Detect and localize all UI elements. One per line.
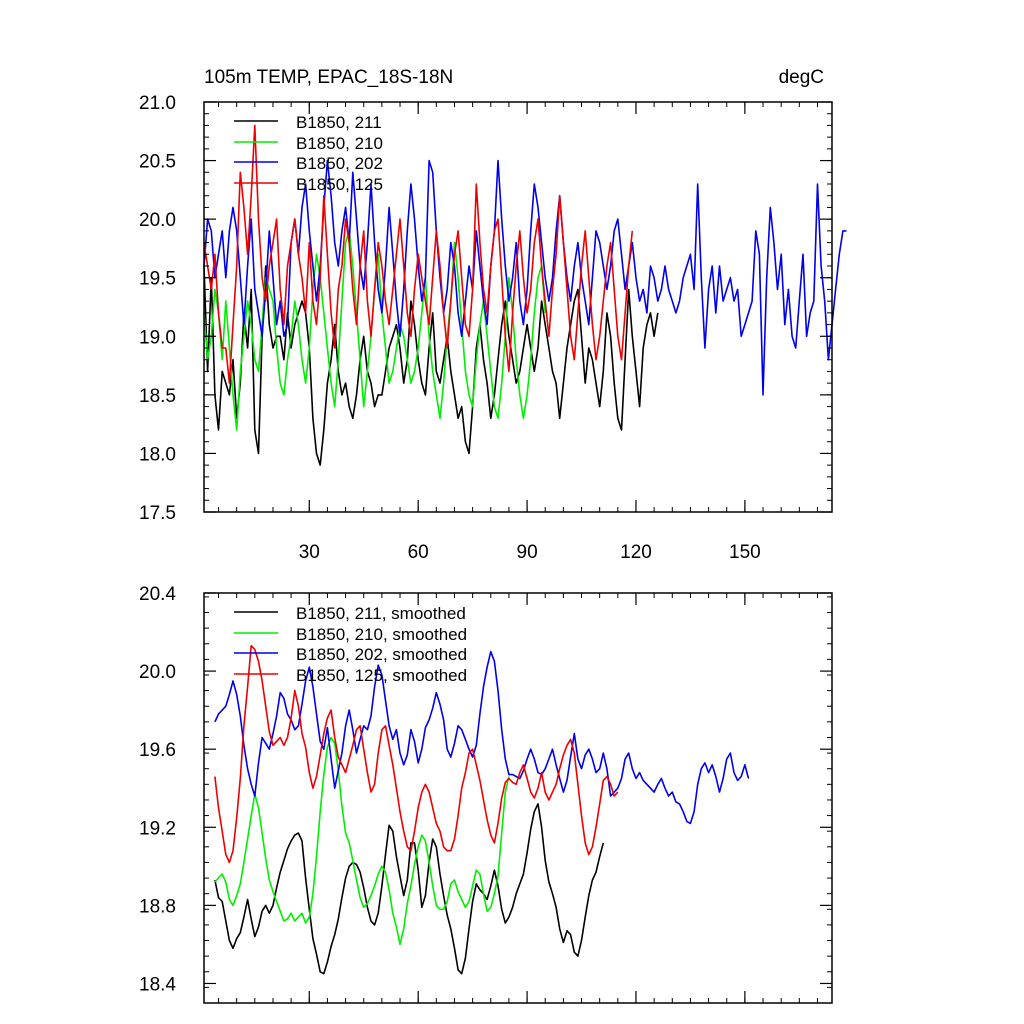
y-tick-label: 19.5 [139, 269, 176, 290]
legend-label-210-smoothed: B1850, 210, smoothed [296, 625, 467, 644]
y-tick-label: 20.5 [139, 152, 176, 173]
y-tick-label: 19.6 [139, 740, 176, 761]
series-group [203, 124, 847, 466]
legend-label-202-smoothed: B1850, 202, smoothed [296, 645, 467, 664]
legend: B1850, 211 B1850, 210 B1850, 202 B1850, … [296, 113, 383, 194]
series-line-b1850-210 [203, 230, 546, 431]
series-line-b1850-211-smoothed [214, 803, 605, 975]
legend-label-202: B1850, 202 [296, 154, 383, 173]
legend-label-125-smoothed: B1850, 125, smoothed [296, 666, 467, 685]
series-line-b1850-202-smoothed [214, 650, 750, 825]
y-tick-label: 20.4 [139, 584, 176, 605]
y-tick-label: 21.0 [139, 93, 176, 114]
y-tick-label: 18.4 [139, 974, 176, 995]
x-tick-label: 90 [517, 542, 538, 563]
bottom-panel: 18.4 18.8 19.2 19.6 20.0 20.4 B1850, 211, smo… [139, 584, 833, 1004]
series-line-b1850-125-smoothed [214, 644, 619, 864]
series-line-b1850-210-smoothed [214, 736, 510, 946]
x-tick-label: 30 [299, 542, 320, 563]
y-tick-label: 18.5 [139, 386, 176, 407]
plot-frame [203, 592, 833, 1004]
chart-title: 105m TEMP, EPAC_18S-18N [204, 67, 453, 88]
y-tick-label: 17.5 [139, 503, 176, 524]
units-label: degC [779, 67, 824, 88]
series-line-b1850-211 [203, 265, 659, 466]
legend-label-211-smoothed: B1850, 211, smoothed [296, 604, 466, 623]
y-tick-label: 20.0 [139, 210, 176, 231]
x-tick-label: 150 [729, 542, 761, 563]
legend-label-125: B1850, 125 [296, 175, 383, 194]
y-tick-label: 18.8 [139, 896, 176, 917]
x-tick-label: 60 [408, 542, 429, 563]
x-tick-label: 120 [620, 542, 652, 563]
y-tick-label: 19.0 [139, 327, 176, 348]
legend-smoothed: B1850, 211, smoothed B1850, 210, smoothe… [296, 604, 467, 685]
y-tick-label: 20.0 [139, 662, 176, 683]
series-line-b1850-125 [203, 124, 634, 384]
top-panel: 105m TEMP, EPAC_18S-18N degC 17.5 18.0 18.… [139, 67, 847, 563]
y-tick-label: 18.0 [139, 444, 176, 465]
y-tick-label: 19.2 [139, 818, 176, 839]
legend-label-211: B1850, 211 [296, 113, 382, 132]
series-group [214, 644, 750, 975]
series-line-b1850-202 [203, 159, 847, 396]
legend-label-210: B1850, 210 [296, 134, 383, 153]
plot-frame [203, 101, 833, 513]
